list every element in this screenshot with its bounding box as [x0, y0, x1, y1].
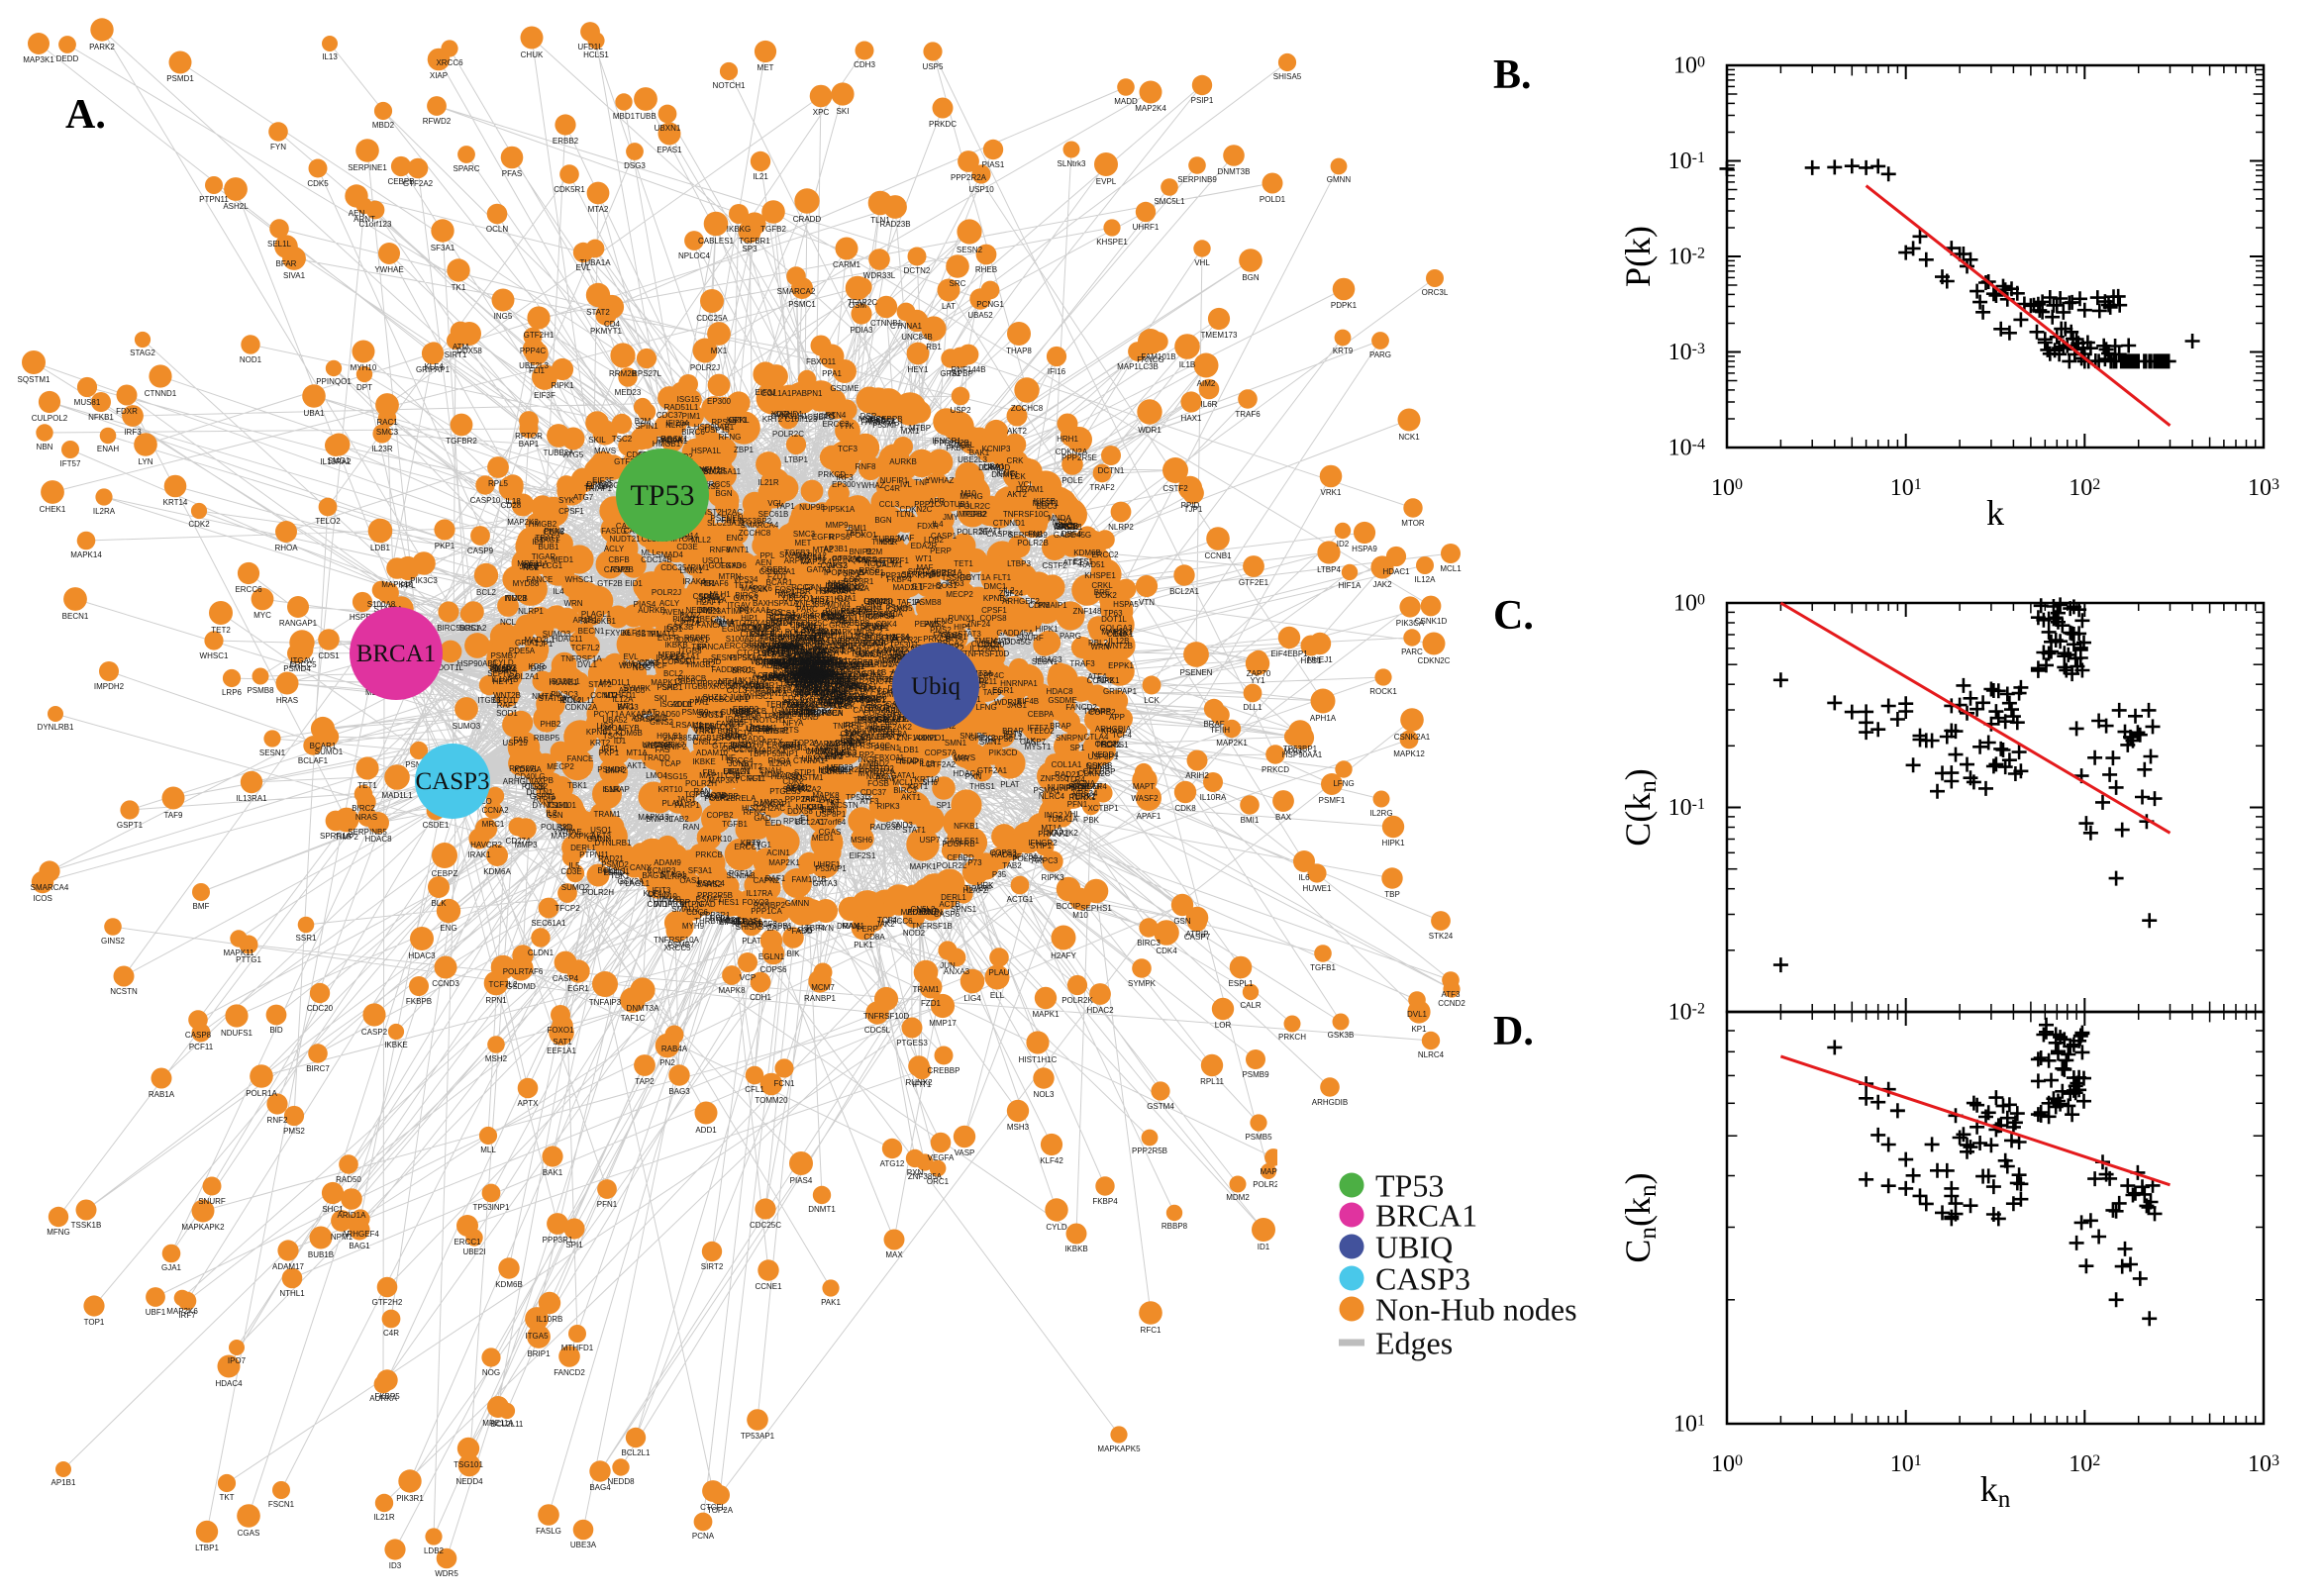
- svg-text:101: 101: [1673, 1412, 1705, 1438]
- svg-text:100: 100: [1673, 591, 1705, 617]
- svg-text:102: 102: [2069, 1451, 2100, 1477]
- svg-text:10-1: 10-1: [1668, 795, 1705, 821]
- svg-text:C(kn): C(kn): [1618, 768, 1662, 847]
- svg-text:10-2: 10-2: [1668, 245, 1705, 270]
- svg-text:10-2: 10-2: [1668, 1000, 1705, 1026]
- svg-text:10-4: 10-4: [1668, 436, 1705, 461]
- svg-text:100: 100: [1711, 475, 1743, 501]
- svg-text:101: 101: [1890, 1451, 1922, 1477]
- svg-text:10-1: 10-1: [1668, 149, 1705, 174]
- svg-text:k: k: [1986, 493, 2004, 533]
- svg-text:103: 103: [2248, 1451, 2279, 1477]
- svg-text:Cn(kn): Cn(kn): [1618, 1172, 1662, 1262]
- svg-text:100: 100: [1711, 1451, 1743, 1477]
- svg-text:103: 103: [2248, 475, 2279, 501]
- svg-text:100: 100: [1673, 53, 1705, 79]
- svg-text:kn: kn: [1980, 1469, 2011, 1513]
- svg-text:10-3: 10-3: [1668, 340, 1705, 365]
- svg-text:102: 102: [2069, 475, 2100, 501]
- svg-text:101: 101: [1890, 475, 1922, 501]
- svg-text:P(k): P(k): [1618, 226, 1658, 287]
